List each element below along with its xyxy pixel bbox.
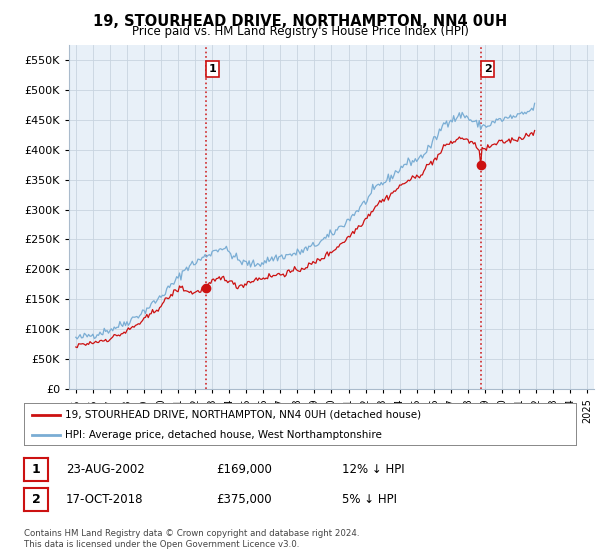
Text: 1: 1	[32, 463, 40, 476]
Text: 19, STOURHEAD DRIVE, NORTHAMPTON, NN4 0UH (detached house): 19, STOURHEAD DRIVE, NORTHAMPTON, NN4 0U…	[65, 410, 422, 420]
Text: 23-AUG-2002: 23-AUG-2002	[66, 463, 145, 476]
Text: 5% ↓ HPI: 5% ↓ HPI	[342, 493, 397, 506]
Text: Contains HM Land Registry data © Crown copyright and database right 2024.
This d: Contains HM Land Registry data © Crown c…	[24, 529, 359, 549]
Text: £375,000: £375,000	[216, 493, 272, 506]
Text: 12% ↓ HPI: 12% ↓ HPI	[342, 463, 404, 476]
Text: 1: 1	[209, 64, 217, 74]
Text: 17-OCT-2018: 17-OCT-2018	[66, 493, 143, 506]
Text: £169,000: £169,000	[216, 463, 272, 476]
Text: 19, STOURHEAD DRIVE, NORTHAMPTON, NN4 0UH: 19, STOURHEAD DRIVE, NORTHAMPTON, NN4 0U…	[93, 14, 507, 29]
Text: HPI: Average price, detached house, West Northamptonshire: HPI: Average price, detached house, West…	[65, 430, 382, 440]
Text: Price paid vs. HM Land Registry's House Price Index (HPI): Price paid vs. HM Land Registry's House …	[131, 25, 469, 38]
Text: 2: 2	[484, 64, 491, 74]
Text: 2: 2	[32, 493, 40, 506]
